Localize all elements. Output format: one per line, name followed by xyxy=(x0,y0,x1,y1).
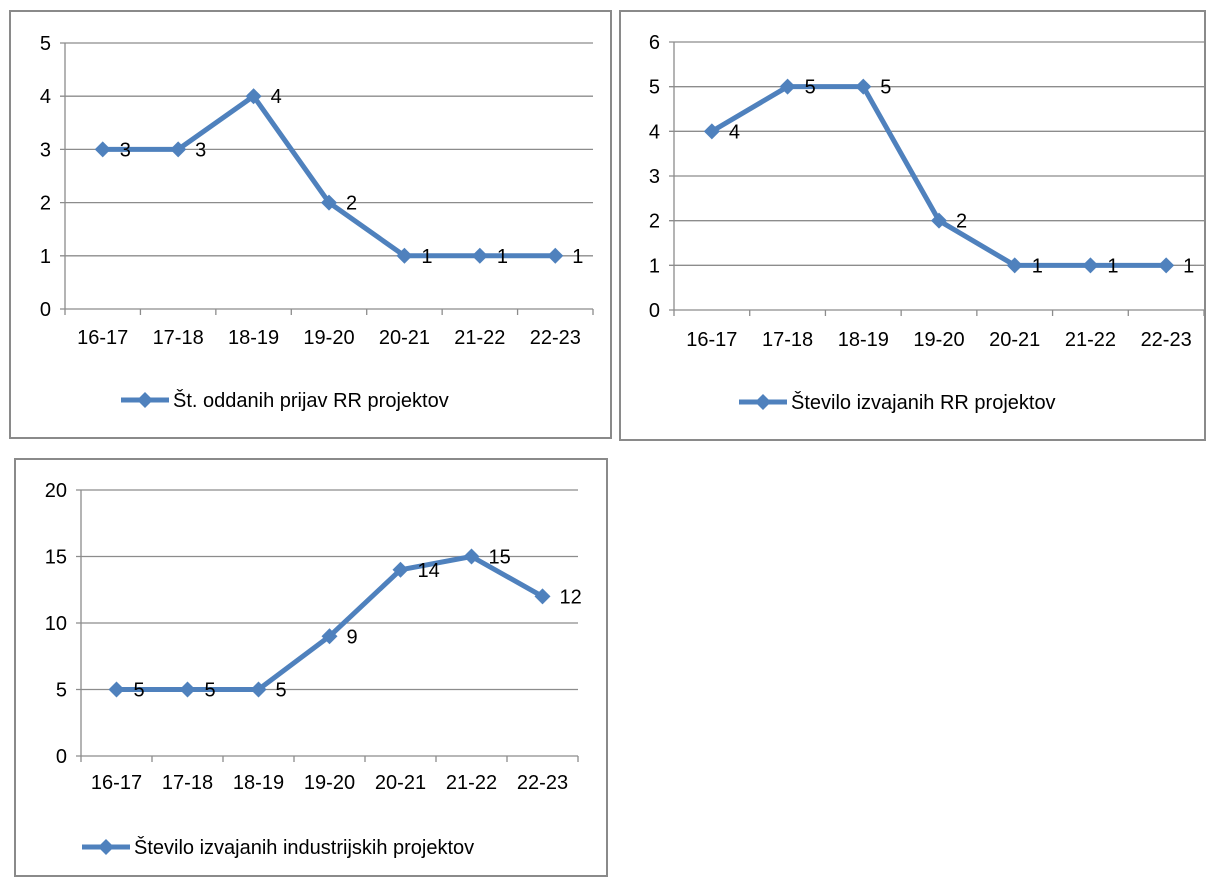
chart-panel-oddane-prijave: 0 1 2 3 4 5 16-17 17-18 18-19 19-20 20-21 21-22 22-2… xyxy=(9,10,612,439)
legend-marker xyxy=(755,394,771,410)
data-label: 3 xyxy=(195,139,206,161)
y-tick-label: 4 xyxy=(40,86,51,108)
x-tick-label: 16-17 xyxy=(91,772,142,794)
chart-svg: 0 5 10 15 20 16-17 17-18 18-19 19-20 20-21 21-22 22… xyxy=(45,480,582,859)
x-tick-label: 22-23 xyxy=(530,327,581,349)
y-tick-label: 3 xyxy=(40,139,51,161)
x-tick-label: 19-20 xyxy=(303,327,354,349)
y-tick-label: 2 xyxy=(649,211,660,233)
y-tick-label: 0 xyxy=(56,746,67,768)
y-tick-label: 15 xyxy=(45,547,67,569)
x-tick-label: 17-18 xyxy=(762,329,813,351)
x-tick-label: 22-23 xyxy=(517,772,568,794)
data-label: 4 xyxy=(271,86,282,108)
data-label: 5 xyxy=(134,680,145,702)
data-label: 1 xyxy=(1032,255,1043,277)
x-tick-label: 20-21 xyxy=(989,329,1040,351)
y-tick-label: 20 xyxy=(45,480,67,502)
x-tick-label: 21-22 xyxy=(446,772,497,794)
legend-label: Št. oddanih prijav RR projektov xyxy=(173,389,449,412)
x-tick-label: 21-22 xyxy=(454,327,505,349)
data-point xyxy=(396,247,413,264)
data-label: 15 xyxy=(489,547,511,569)
data-point xyxy=(321,194,337,211)
y-tick-label: 0 xyxy=(40,299,51,321)
chart-panel-industrijski: 0 5 10 15 20 16-17 17-18 18-19 19-20 20-21 21-22 22… xyxy=(14,458,608,877)
data-point xyxy=(250,681,267,698)
legend-label: Število izvajanih RR projektov xyxy=(791,391,1056,414)
data-point xyxy=(931,212,947,229)
data-label: 5 xyxy=(880,77,891,99)
x-tick-label: 16-17 xyxy=(686,329,737,351)
data-point xyxy=(170,141,187,158)
chart-svg: 0 1 2 3 4 5 6 16-17 17-18 18-19 19-20 20-21 21-22 22-… xyxy=(649,32,1204,414)
x-tick-label: 20-21 xyxy=(379,327,430,349)
chart-panel-izvajani-rr: 0 1 2 3 4 5 6 16-17 17-18 18-19 19-20 20-21 21-22 22-… xyxy=(619,10,1206,441)
data-label: 14 xyxy=(418,560,440,582)
x-tick-label: 17-18 xyxy=(162,772,213,794)
data-label: 5 xyxy=(205,680,216,702)
y-tick-label: 6 xyxy=(649,32,660,54)
y-tick-label: 4 xyxy=(649,121,660,143)
y-tick-label: 2 xyxy=(40,193,51,215)
x-tick-label: 19-20 xyxy=(304,772,355,794)
y-tick-label: 1 xyxy=(649,255,660,277)
x-tick-label: 16-17 xyxy=(77,327,128,349)
y-tick-label: 5 xyxy=(40,33,51,55)
data-label: 1 xyxy=(572,246,583,268)
data-point xyxy=(1158,257,1175,274)
data-point xyxy=(471,247,488,264)
data-label: 2 xyxy=(956,211,967,233)
data-point xyxy=(463,548,480,565)
data-point xyxy=(1082,257,1099,274)
data-label: 1 xyxy=(421,246,432,268)
data-label: 1 xyxy=(1107,255,1118,277)
x-tick-label: 18-19 xyxy=(228,327,279,349)
data-point xyxy=(179,681,196,698)
data-point xyxy=(94,141,111,158)
legend-label: Število izvajanih industrijskih projekto… xyxy=(134,836,474,859)
x-tick-label: 18-19 xyxy=(233,772,284,794)
data-label: 12 xyxy=(560,586,582,608)
data-label: 2 xyxy=(346,193,357,215)
y-tick-label: 5 xyxy=(56,680,67,702)
data-label: 9 xyxy=(347,626,358,648)
data-point xyxy=(1006,257,1023,274)
data-label: 4 xyxy=(729,121,740,143)
y-tick-label: 0 xyxy=(649,300,660,322)
legend-marker xyxy=(137,392,153,408)
x-tick-label: 18-19 xyxy=(838,329,889,351)
x-tick-label: 17-18 xyxy=(153,327,204,349)
data-point xyxy=(321,628,338,645)
data-label: 3 xyxy=(120,139,131,161)
data-point xyxy=(392,561,409,578)
data-label: 5 xyxy=(276,680,287,702)
data-point xyxy=(779,78,796,95)
chart-svg: 0 1 2 3 4 5 16-17 17-18 18-19 19-20 20-21 21-22 22-2… xyxy=(40,33,594,412)
data-label: 5 xyxy=(805,77,816,99)
x-tick-label: 19-20 xyxy=(913,329,964,351)
y-tick-label: 5 xyxy=(649,77,660,99)
legend-marker xyxy=(98,839,114,855)
data-label: 1 xyxy=(1183,255,1194,277)
data-label: 1 xyxy=(497,246,508,268)
data-point xyxy=(108,681,125,698)
y-tick-label: 10 xyxy=(45,613,67,635)
data-point xyxy=(703,123,720,140)
y-tick-label: 1 xyxy=(40,246,51,268)
y-tick-label: 3 xyxy=(649,166,660,188)
x-tick-label: 21-22 xyxy=(1065,329,1116,351)
data-point xyxy=(547,247,564,264)
x-tick-label: 22-23 xyxy=(1141,329,1192,351)
x-tick-label: 20-21 xyxy=(375,772,426,794)
data-point xyxy=(245,88,262,105)
data-point xyxy=(534,588,551,605)
data-point xyxy=(855,78,872,95)
series-line xyxy=(102,93,556,259)
